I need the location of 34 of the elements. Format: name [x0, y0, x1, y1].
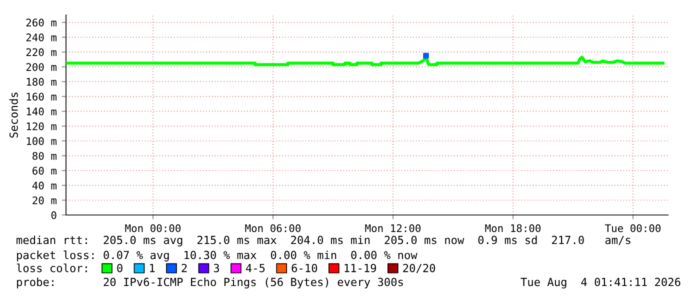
text: Tue Aug 4 01:41:11 2026	[520, 278, 680, 288]
y-tick-label: 20 m	[32, 196, 56, 204]
y-tick-label: 0	[51, 211, 56, 220]
y-tick-label: 220 m	[26, 48, 56, 56]
y-tick-label: 80 m	[32, 152, 56, 160]
legend-label: 6-10	[292, 264, 318, 272]
y-tick-label: 40 m	[32, 182, 56, 190]
y-tick-label: 240 m	[26, 33, 56, 42]
legend-label: 1	[150, 264, 155, 272]
text: probe: 20 IPv6-ICMP Echo Pings (56 Bytes) every 300s	[17, 278, 403, 288]
legend-label: 4-5	[246, 264, 265, 272]
legend-label: 11-19	[344, 264, 376, 272]
legend-label: 0	[117, 264, 122, 272]
text: median rtt: 205.0 ms avg 215.0 ms max 204.0 ms min 205.0 ms now 0.9 ms sd 217.0 am/s	[16, 236, 630, 246]
legend-label: 20/20	[403, 264, 436, 274]
text: packet loss: 0.07 % avg 10.30 % max 0.00 % min 0.00 % now	[17, 250, 418, 262]
y-tick-label: 120 m	[26, 122, 56, 130]
y-axis-title: Seconds	[9, 92, 18, 138]
y-tick-label: 200 m	[26, 63, 56, 71]
x-tick-label: Mon 18:00	[485, 224, 541, 232]
x-tick-label: Mon 12:00	[365, 224, 421, 232]
line-series	[66, 54, 665, 66]
y-tick-label: 140 m	[26, 108, 56, 116]
y-tick-label: 100 m	[26, 137, 56, 146]
legend-title: loss color:	[16, 264, 87, 272]
y-tick-label: 260 m	[26, 18, 56, 27]
x-tick-label: Tue 00:00	[605, 224, 661, 232]
x-tick-label: Mon 00:00	[125, 224, 181, 232]
legend-label: 3	[214, 264, 220, 272]
y-tick-label: 60 m	[32, 166, 56, 175]
y-tick-label: 180 m	[26, 78, 56, 86]
y-tick-label: 160 m	[26, 92, 56, 101]
x-tick-label: Mon 06:00	[245, 224, 301, 232]
legend-label: 2	[182, 264, 187, 272]
